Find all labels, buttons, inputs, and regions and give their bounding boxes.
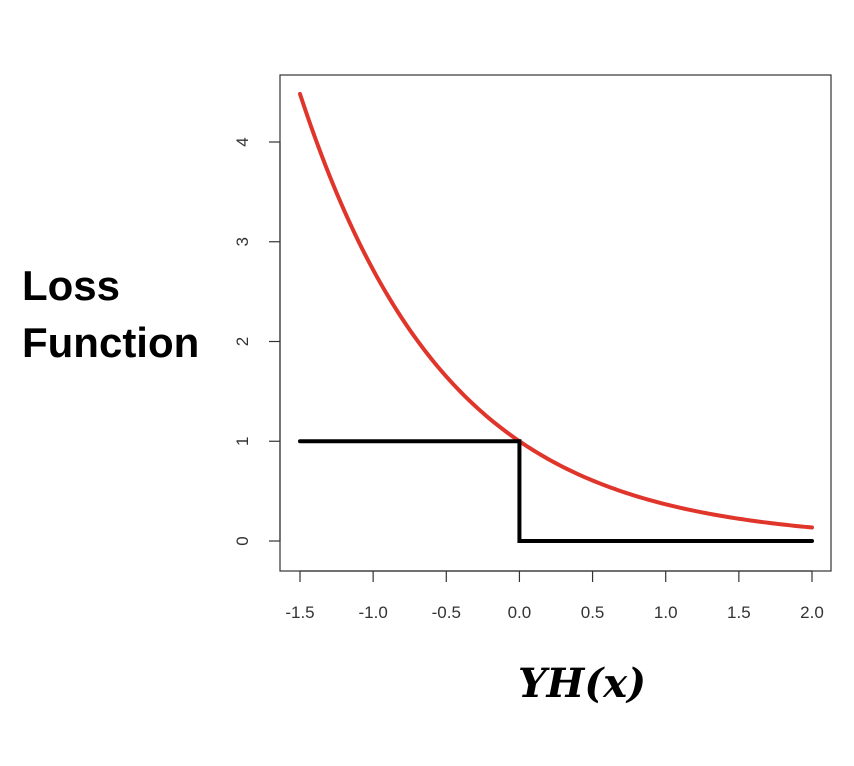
x-tick-label: 0.0 (508, 603, 532, 622)
x-tick-label: 1.5 (727, 603, 751, 622)
plot-frame (279, 74, 832, 572)
y-axis: 0 1 2 3 4 (233, 137, 281, 546)
series-layer (298, 91, 814, 543)
y-axis-title-line-1: Loss (22, 262, 120, 309)
x-tick-label: -1.5 (285, 603, 314, 622)
y-tick-label: 1 (233, 437, 252, 446)
x-axis-title: YH(x) (518, 660, 646, 707)
y-tick-label: 4 (233, 137, 252, 146)
x-tick-label: 0.5 (581, 603, 605, 622)
y-tick-label: 3 (233, 237, 252, 246)
x-tick-label: -1.0 (358, 603, 387, 622)
x-tick-label: 1.0 (654, 603, 678, 622)
y-tick-label: 0 (233, 536, 252, 545)
x-tick-label: 2.0 (800, 603, 824, 622)
y-tick-label: 2 (233, 337, 252, 346)
zero-one-loss-line (298, 439, 814, 543)
exponential-loss-line (298, 91, 814, 530)
y-axis-title-line-2: Function (22, 319, 199, 366)
x-tick-label: -0.5 (432, 603, 461, 622)
x-axis: -1.5 -1.0 -0.5 0.0 0.5 1.0 1.5 2.0 (285, 570, 824, 622)
